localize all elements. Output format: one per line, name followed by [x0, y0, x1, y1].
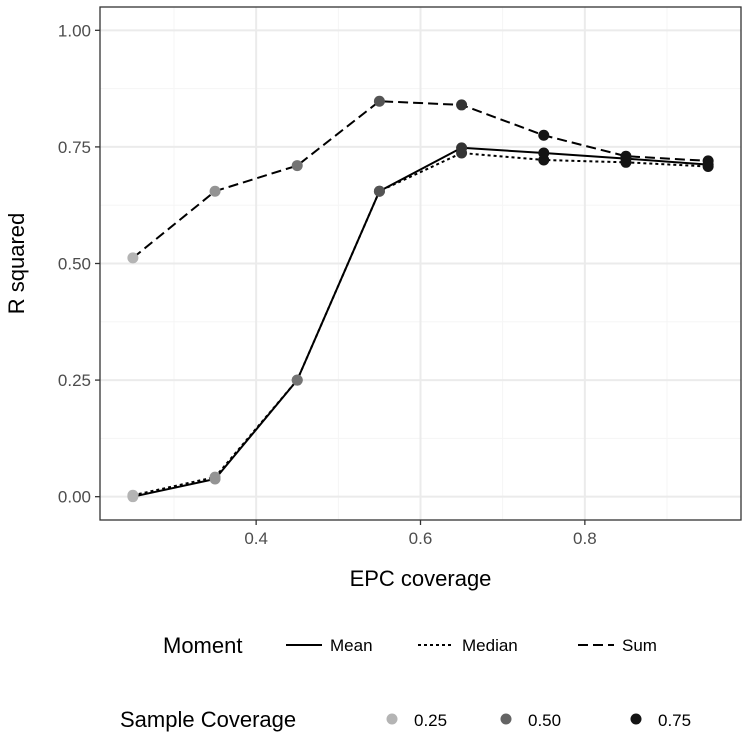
x-tick-label: 0.4 [244, 529, 268, 548]
data-point-median [538, 154, 550, 166]
data-point-sum [291, 160, 303, 172]
y-tick-label: 0.50 [58, 255, 91, 274]
legend-key-coverage-point [386, 713, 398, 725]
y-tick-label: 0.75 [58, 138, 91, 157]
data-point-median [127, 489, 139, 501]
series-line-mean [132, 146, 709, 498]
y-axis: 0.00 0.25 0.50 0.75 1.00 [58, 21, 100, 507]
y-tick-label: 0.00 [58, 488, 91, 507]
y-tick-label: 0.25 [58, 371, 91, 390]
legend-label-mean: Mean [330, 636, 373, 655]
data-point-sum [620, 150, 632, 162]
series-line-sum [132, 100, 709, 259]
legend-label-sum: Sum [622, 636, 657, 655]
data-point-median [209, 471, 221, 483]
legend-sample-coverage: Sample Coverage 0.25 0.50 0.75 [120, 707, 691, 732]
plot-panel [99, 6, 742, 521]
series-points [127, 95, 714, 503]
legend-label-coverage: 0.50 [528, 711, 561, 730]
data-point-median [291, 374, 303, 386]
data-point-sum [127, 252, 139, 264]
legend-key-coverage-point [630, 713, 642, 725]
data-point-sum [209, 185, 221, 197]
grid-major [100, 7, 741, 520]
legend-label-coverage: 0.25 [414, 711, 447, 730]
x-axis-title: EPC coverage [350, 566, 492, 591]
x-axis: 0.4 0.6 0.8 [244, 520, 597, 548]
legend-label-coverage: 0.75 [658, 711, 691, 730]
data-point-median [373, 185, 385, 197]
x-tick-label: 0.8 [573, 529, 597, 548]
series-line-median [132, 151, 709, 497]
legend-label-median: Median [462, 636, 518, 655]
legend-moment-title: Moment [163, 633, 242, 658]
x-tick-label: 0.6 [409, 529, 433, 548]
series-lines [132, 100, 709, 498]
data-point-sum [538, 129, 550, 141]
y-tick-label: 1.00 [58, 21, 91, 40]
y-axis-title: R squared [4, 213, 29, 315]
data-point-median [456, 147, 468, 159]
data-point-sum [456, 99, 468, 111]
data-point-sum [373, 95, 385, 107]
legend-moment: Moment Mean Median Sum [163, 633, 657, 658]
legend-sample-coverage-title: Sample Coverage [120, 707, 296, 732]
legend-key-coverage-point [500, 713, 512, 725]
data-point-sum [702, 155, 714, 167]
